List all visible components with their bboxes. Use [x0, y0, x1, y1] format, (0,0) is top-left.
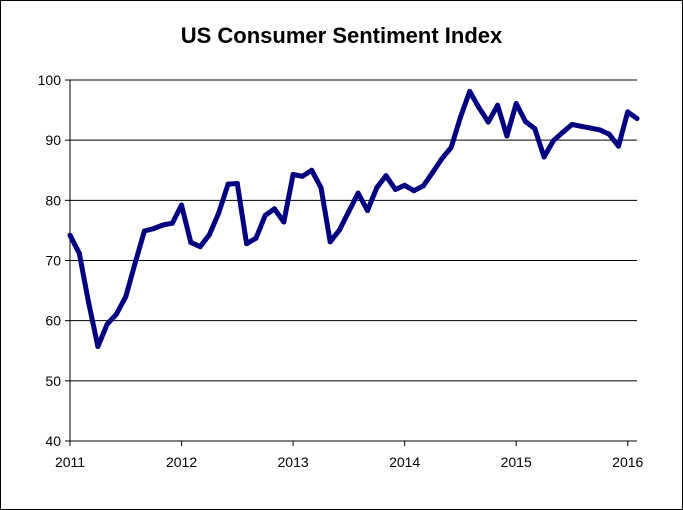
data-point [318, 185, 324, 191]
data-point [114, 311, 120, 317]
data-point [541, 154, 547, 160]
data-point [634, 116, 640, 122]
data-point [625, 109, 631, 115]
x-tick-label-2016: 2016 [612, 454, 643, 470]
data-point [550, 138, 556, 144]
data-point [532, 126, 538, 132]
data-point [151, 226, 157, 232]
x-tick-label-2014: 2014 [389, 454, 420, 470]
data-point [327, 239, 333, 245]
series-layer [67, 88, 640, 350]
data-point [262, 212, 268, 218]
data-point [439, 156, 445, 162]
data-point [588, 125, 594, 131]
y-tick-label-100: 100 [38, 72, 62, 88]
y-tick-label-90: 90 [45, 132, 61, 148]
data-point [95, 344, 101, 350]
data-point [457, 114, 463, 120]
chart-title: US Consumer Sentiment Index [180, 23, 503, 48]
data-point [448, 144, 454, 150]
data-point [337, 227, 343, 233]
data-point [513, 100, 519, 106]
data-point [281, 219, 287, 225]
data-point [253, 235, 259, 241]
data-point [197, 244, 203, 250]
data-point [495, 102, 501, 108]
data-point [225, 181, 231, 187]
data-point [309, 167, 315, 173]
data-point [132, 261, 138, 267]
data-point [606, 131, 612, 137]
y-tick-label-40: 40 [45, 433, 61, 449]
axis-layer: 40 50 60 70 80 90 100 2011 2012 2013 2014 2015 2016 [38, 72, 644, 470]
data-point [485, 119, 491, 125]
data-point [355, 190, 361, 196]
data-point [476, 105, 482, 111]
data-point [299, 173, 305, 179]
data-point [392, 187, 398, 193]
data-point [346, 208, 352, 214]
data-point [141, 228, 147, 234]
data-point [169, 220, 175, 226]
y-tick-label-70: 70 [45, 253, 61, 269]
data-point [290, 171, 296, 177]
series-line-0 [67, 88, 640, 349]
data-point [76, 250, 82, 256]
data-point [402, 182, 408, 188]
data-point [179, 202, 185, 208]
data-point [216, 210, 222, 216]
x-tick-label-2013: 2013 [278, 454, 309, 470]
data-point [67, 232, 73, 238]
data-point [615, 143, 621, 149]
data-point [364, 208, 370, 214]
data-point [504, 133, 510, 139]
data-point [430, 170, 436, 176]
data-point [522, 119, 528, 125]
data-point [467, 88, 473, 94]
data-point [560, 129, 566, 135]
data-point [123, 294, 129, 300]
data-point [578, 123, 584, 129]
data-point [234, 180, 240, 186]
data-point [188, 239, 194, 245]
data-point [160, 222, 166, 228]
data-point [420, 183, 426, 189]
y-tick-label-50: 50 [45, 373, 61, 389]
x-tick-label-2015: 2015 [501, 454, 532, 470]
data-point [104, 321, 110, 327]
data-point [597, 127, 603, 133]
data-point [86, 300, 92, 306]
y-tick-label-80: 80 [45, 192, 61, 208]
data-point [569, 122, 575, 128]
y-tick-label-60: 60 [45, 313, 61, 329]
data-point [411, 188, 417, 194]
x-tick-label-2011: 2011 [55, 454, 85, 470]
data-point [271, 206, 277, 212]
x-tick-label-2012: 2012 [166, 454, 197, 470]
data-point [206, 232, 212, 238]
data-point [244, 241, 250, 247]
data-point [383, 173, 389, 179]
data-point [374, 185, 380, 191]
grid-layer [70, 79, 637, 382]
